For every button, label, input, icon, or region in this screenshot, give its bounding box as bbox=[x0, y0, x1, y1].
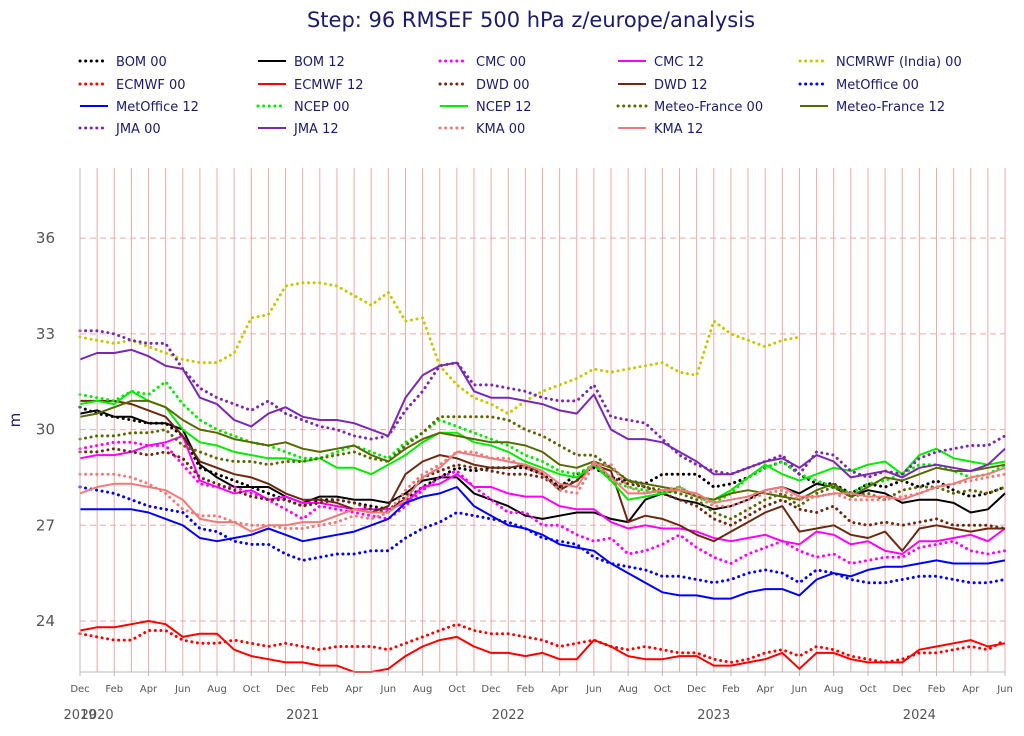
series-line-18 bbox=[79, 450, 1006, 533]
x-year-label: 2021 bbox=[286, 708, 319, 723]
y-tick-label: 36 bbox=[36, 229, 55, 247]
legend-label: Meteo-France 00 bbox=[654, 100, 763, 115]
y-tick-label: 24 bbox=[36, 612, 55, 630]
y-axis-label: m bbox=[6, 413, 24, 428]
legend-label: KMA 00 bbox=[476, 122, 525, 137]
x-tick-label: Jun bbox=[791, 684, 808, 695]
x-year-label: 2019 bbox=[63, 708, 96, 723]
x-tick-label: Feb bbox=[517, 684, 535, 695]
legend-label: BOM 00 bbox=[116, 55, 167, 70]
x-tick-label: Jun bbox=[585, 684, 602, 695]
legend-label: DWD 12 bbox=[654, 78, 708, 93]
axes: 24 27 30 33 36 Dec Feb Apr Jun Aug Oct Dec Feb Apr Jun… bbox=[36, 168, 1013, 723]
x-tick-label: Aug bbox=[413, 684, 433, 695]
y-tick-label: 30 bbox=[36, 421, 55, 439]
series-lines bbox=[78, 281, 1007, 673]
series-line-2 bbox=[78, 440, 1007, 565]
x-year-label: 2024 bbox=[903, 708, 936, 723]
legend-label: ECMWF 00 bbox=[116, 78, 186, 93]
legend-label: MetOffice 12 bbox=[116, 100, 199, 115]
legend: BOM 00 BOM 12 CMC 00 CMC 12 NCMRWF (India) 0… bbox=[78, 55, 962, 137]
grid bbox=[79, 168, 1006, 672]
series-line-12 bbox=[79, 390, 1006, 501]
x-tick-label: Apr bbox=[551, 684, 569, 695]
legend-label: NCEP 12 bbox=[476, 100, 532, 115]
x-tick-label: Oct bbox=[654, 684, 671, 695]
x-tick-label: Dec bbox=[893, 684, 912, 695]
x-tick-label: Feb bbox=[928, 684, 946, 695]
x-tick-label: Apr bbox=[345, 684, 363, 695]
legend-label: Meteo-France 12 bbox=[836, 100, 945, 115]
x-tick-label: Feb bbox=[311, 684, 329, 695]
x-tick-label: Oct bbox=[448, 684, 465, 695]
x-tick-label: Dec bbox=[70, 684, 89, 695]
series-line-3 bbox=[79, 434, 1006, 555]
legend-label: BOM 12 bbox=[294, 55, 345, 70]
legend-label: CMC 12 bbox=[654, 55, 704, 70]
series-line-16 bbox=[79, 348, 1006, 479]
x-tick-label: Oct bbox=[243, 684, 260, 695]
legend-label: ECMWF 12 bbox=[294, 78, 364, 93]
legend-label: NCEP 00 bbox=[294, 100, 350, 115]
chart-title: Step: 96 RMSEF 500 hPa z/europe/analysis bbox=[307, 8, 755, 32]
legend-label: KMA 12 bbox=[654, 122, 703, 137]
x-year-label: 2023 bbox=[697, 708, 730, 723]
series-line-10 bbox=[80, 486, 1006, 600]
series-line-14 bbox=[79, 399, 1006, 501]
legend-label: DWD 00 bbox=[476, 78, 530, 93]
y-tick-label: 27 bbox=[36, 516, 55, 534]
series-line-5 bbox=[78, 622, 1007, 664]
x-tick-label: Apr bbox=[757, 684, 775, 695]
x-tick-label: Dec bbox=[276, 684, 295, 695]
x-tick-label: Feb bbox=[105, 684, 123, 695]
x-tick-label: Oct bbox=[859, 684, 876, 695]
x-tick-label: Dec bbox=[481, 684, 500, 695]
x-tick-label: Apr bbox=[140, 684, 158, 695]
series-line-7 bbox=[78, 447, 1007, 530]
x-tick-label: Aug bbox=[824, 684, 844, 695]
x-tick-label: Feb bbox=[722, 684, 740, 695]
series-line-6 bbox=[79, 620, 1006, 673]
legend-label: JMA 00 bbox=[115, 122, 161, 137]
x-tick-label: Aug bbox=[618, 684, 638, 695]
x-tick-label: Apr bbox=[962, 684, 980, 695]
x-year-label: 2020 bbox=[81, 708, 114, 723]
x-tick-label: Jun bbox=[380, 684, 397, 695]
x-tick-label: Jun bbox=[174, 684, 191, 695]
x-tick-label: Dec bbox=[687, 684, 706, 695]
x-tick-label: Aug bbox=[207, 684, 227, 695]
x-year-label: 2022 bbox=[492, 708, 525, 723]
series-line-9 bbox=[78, 485, 1007, 585]
legend-label: NCMRWF (India) 00 bbox=[836, 55, 962, 70]
y-tick-label: 33 bbox=[36, 325, 55, 343]
legend-label: CMC 00 bbox=[476, 55, 526, 70]
legend-label: JMA 12 bbox=[293, 122, 339, 137]
x-tick-label: Jun bbox=[996, 684, 1013, 695]
legend-label: MetOffice 00 bbox=[836, 78, 919, 93]
series-line-8 bbox=[80, 399, 1005, 552]
